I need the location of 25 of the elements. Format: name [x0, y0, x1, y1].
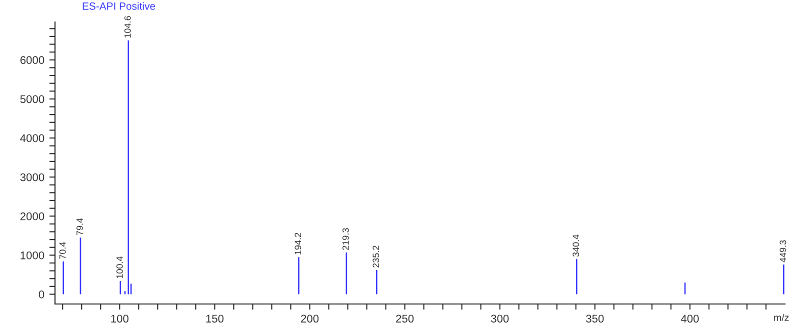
y-tick-label: 6000: [20, 56, 44, 64]
y-tick-label: 3000: [20, 173, 44, 182]
annotation: 235.2: [372, 246, 380, 268]
x-tick-label: 350: [586, 314, 604, 323]
x-tick-label: 250: [396, 314, 414, 323]
x-tick-label: 200: [301, 314, 319, 323]
y-tick-label: 0: [38, 290, 44, 298]
annotation: 219.3: [342, 228, 349, 250]
annotation: 340.4: [572, 234, 580, 257]
annotation: 194.2: [294, 232, 302, 254]
y-tick-label: 4000: [20, 134, 44, 142]
annotation: 79.4: [76, 218, 83, 236]
y-tick-label: 5000: [20, 95, 44, 104]
chart-title: ES-API Positive: [82, 2, 156, 10]
y-tick-label: 1000: [20, 251, 44, 260]
x-tick-label: 300: [491, 314, 509, 323]
x-tick-label: 100: [111, 314, 128, 323]
annotation: 100.4: [116, 256, 123, 278]
y-tick-label: 2000: [20, 212, 44, 220]
x-axis-title: m/z: [774, 314, 789, 322]
annotation: 449.3: [780, 240, 786, 262]
annotation: 104.6: [124, 16, 131, 38]
annotation: 70.4: [59, 242, 66, 259]
x-tick-label: 150: [206, 314, 224, 323]
x-tick-label: 400: [680, 314, 699, 323]
